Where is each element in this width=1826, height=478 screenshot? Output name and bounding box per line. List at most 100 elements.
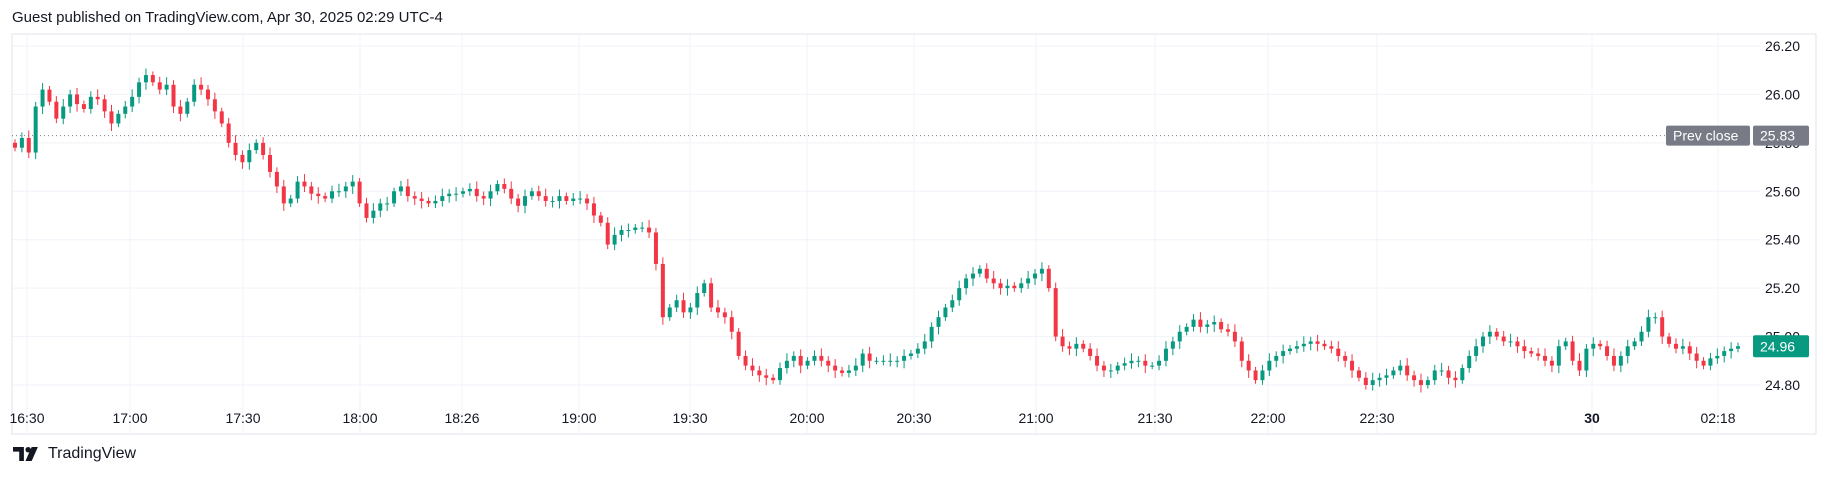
candle bbox=[378, 198, 383, 218]
candle-body bbox=[295, 181, 300, 199]
candle-body bbox=[922, 341, 927, 349]
candle-body bbox=[1150, 365, 1155, 367]
x-tick-label: 16:30 bbox=[9, 410, 44, 426]
candle bbox=[715, 300, 720, 318]
candle-body bbox=[1515, 341, 1520, 347]
candle-body bbox=[54, 101, 59, 119]
candle-body bbox=[1391, 370, 1396, 376]
candle bbox=[447, 189, 452, 203]
candle-body bbox=[1556, 346, 1561, 366]
candle bbox=[1370, 372, 1375, 391]
candle bbox=[481, 191, 486, 206]
candle-body bbox=[591, 203, 596, 216]
candles-layer bbox=[13, 68, 1740, 393]
candle-body bbox=[736, 331, 741, 356]
candle-body bbox=[288, 198, 293, 204]
candle-body bbox=[1487, 331, 1492, 337]
candle-body bbox=[47, 89, 52, 102]
candle-body bbox=[1522, 346, 1527, 352]
candle bbox=[1639, 326, 1644, 347]
candle-body bbox=[185, 101, 190, 114]
candle bbox=[812, 350, 817, 366]
candle-body bbox=[61, 106, 66, 119]
tradingview-logo-icon bbox=[13, 447, 38, 461]
candle bbox=[529, 187, 534, 200]
candle-body bbox=[164, 84, 169, 90]
candle-body bbox=[1163, 348, 1168, 361]
candle bbox=[350, 175, 355, 194]
x-tick-label: 18:00 bbox=[342, 410, 377, 426]
candle-body bbox=[1611, 355, 1616, 366]
candle bbox=[1377, 373, 1382, 387]
candle bbox=[991, 270, 996, 289]
candle-body bbox=[1039, 268, 1044, 274]
candle-body bbox=[123, 106, 128, 114]
candle-body bbox=[1019, 283, 1024, 289]
candle-body bbox=[516, 198, 521, 206]
candle bbox=[419, 192, 424, 209]
candle bbox=[1432, 364, 1437, 385]
candle bbox=[1336, 341, 1341, 362]
candle bbox=[1129, 353, 1134, 369]
candle-body bbox=[667, 307, 672, 318]
candle-body bbox=[1046, 268, 1051, 289]
candle-body bbox=[950, 300, 955, 308]
candle bbox=[736, 328, 741, 360]
candle bbox=[1646, 309, 1651, 338]
candle bbox=[95, 89, 100, 105]
candle bbox=[1515, 336, 1520, 353]
candle bbox=[240, 150, 245, 169]
candle bbox=[1708, 352, 1713, 371]
candle-body bbox=[1549, 360, 1554, 366]
candle-body bbox=[1225, 329, 1230, 332]
candle bbox=[833, 359, 838, 378]
candle-body bbox=[1101, 365, 1106, 371]
candle bbox=[1715, 348, 1720, 364]
candle bbox=[1081, 340, 1086, 353]
candle-body bbox=[1246, 360, 1251, 371]
candle-body bbox=[598, 215, 603, 223]
candle bbox=[226, 117, 231, 148]
candle bbox=[88, 91, 93, 114]
candle-body bbox=[1370, 380, 1375, 385]
candle bbox=[1301, 336, 1306, 352]
candle-body bbox=[1033, 273, 1038, 279]
candle-body bbox=[1508, 341, 1513, 343]
tradingview-brand: TradingView bbox=[48, 445, 137, 462]
x-tick-label: 17:30 bbox=[225, 410, 260, 426]
candle-body bbox=[819, 355, 824, 361]
candle-body bbox=[240, 154, 245, 163]
candle-body bbox=[674, 300, 679, 308]
candle-body bbox=[681, 300, 686, 313]
candle bbox=[33, 101, 38, 160]
candle bbox=[47, 85, 52, 106]
candle-body bbox=[495, 184, 500, 192]
candle bbox=[212, 92, 217, 119]
candle bbox=[460, 187, 465, 198]
candle-body bbox=[1439, 370, 1444, 372]
candle bbox=[1543, 348, 1548, 367]
candle bbox=[1673, 338, 1678, 354]
candle bbox=[778, 362, 783, 385]
candle-body bbox=[1336, 348, 1341, 356]
candle bbox=[364, 197, 369, 223]
candle bbox=[757, 365, 762, 382]
candle-body bbox=[1646, 317, 1651, 332]
candle bbox=[495, 180, 500, 195]
candle bbox=[1060, 329, 1065, 352]
candle-body bbox=[1584, 348, 1589, 371]
candle bbox=[840, 366, 845, 377]
candle-body bbox=[1687, 346, 1692, 354]
candle bbox=[1184, 323, 1189, 336]
candle bbox=[1281, 344, 1286, 364]
tradingview-footer[interactable]: TradingView bbox=[12, 445, 136, 463]
candle bbox=[1536, 347, 1541, 361]
candle-body bbox=[371, 210, 376, 218]
candle-body bbox=[523, 196, 528, 206]
candle-body bbox=[619, 230, 624, 235]
candle-body bbox=[660, 263, 665, 318]
candle bbox=[922, 333, 927, 355]
candle bbox=[846, 364, 851, 378]
candle-body bbox=[1570, 341, 1575, 361]
